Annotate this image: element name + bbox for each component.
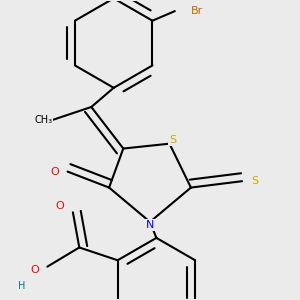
Text: S: S <box>251 176 258 186</box>
Text: O: O <box>56 201 64 211</box>
Text: N: N <box>146 220 154 230</box>
Text: S: S <box>169 136 176 146</box>
Text: O: O <box>30 265 39 275</box>
Text: O: O <box>50 167 59 177</box>
Text: Br: Br <box>191 6 203 16</box>
Text: H: H <box>18 281 26 291</box>
Text: CH₃: CH₃ <box>34 115 52 125</box>
